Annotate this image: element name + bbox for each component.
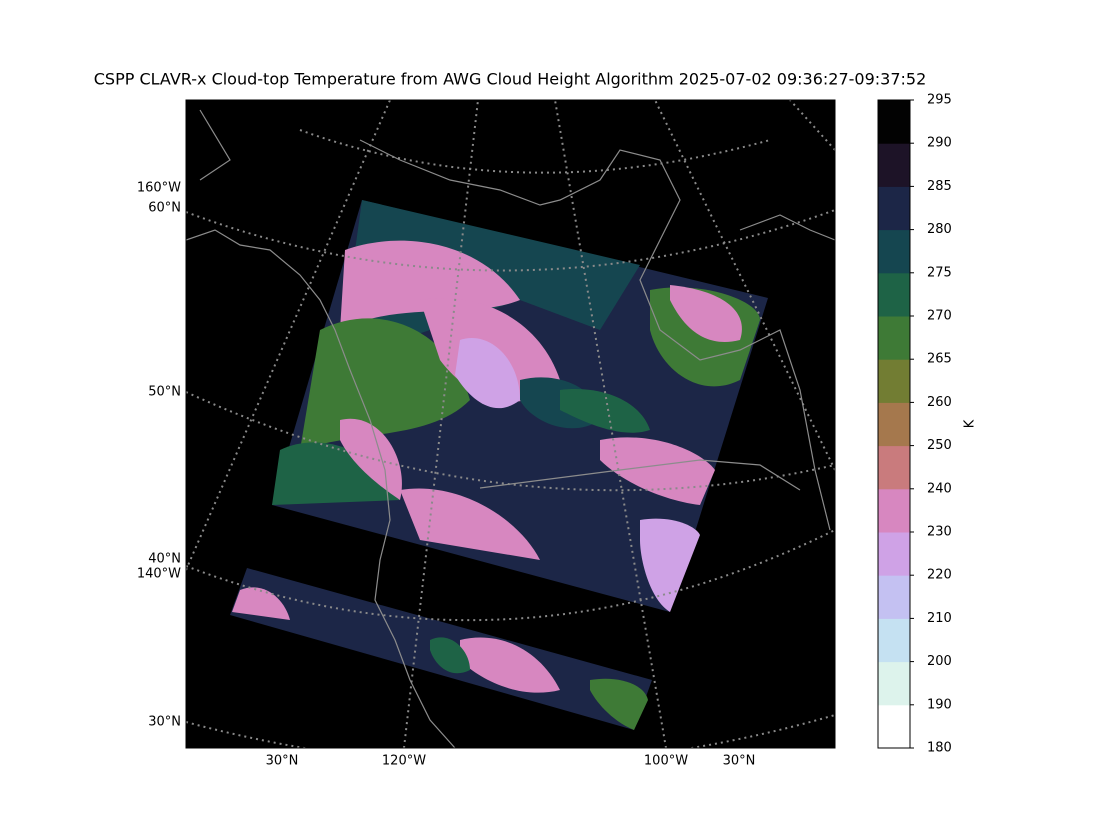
colorbar-tick-label: 250: [927, 438, 952, 453]
colorbar-tick-label: 230: [927, 525, 952, 540]
colorbar-segment: [878, 143, 910, 187]
map-label: 30°N: [148, 715, 181, 730]
map-label: 140°W: [137, 567, 181, 582]
colorbar-segment: [878, 532, 910, 576]
colorbar-segment: [878, 229, 910, 274]
graticule: [186, 100, 835, 748]
colorbar-segment: [878, 402, 910, 447]
colorbar: 180 190 200 210 220 230 240 250 260 265 270 275 280 2…: [877, 93, 978, 756]
colorbar-frame: [877, 99, 911, 749]
colorbar-tick-label: 180: [927, 741, 952, 756]
colorbar-segment: [878, 445, 910, 490]
colorbar-segment: [878, 186, 910, 231]
coastlines: [186, 109, 835, 748]
colorbar-tick-label: 260: [927, 395, 952, 410]
colorbar-tick-label: 295: [927, 93, 952, 108]
colorbar-tick-label: 200: [927, 654, 952, 669]
colorbar-tick-label: 190: [927, 697, 952, 712]
map-label: 120°W: [382, 754, 426, 769]
map-label: 40°N: [148, 552, 181, 567]
map-label: 160°W: [137, 181, 181, 196]
colorbar-tick-label: 265: [927, 352, 952, 367]
colorbar-tick-label: 275: [927, 265, 952, 280]
colorbar-tick-label: 285: [927, 179, 952, 194]
colorbar-segment: [878, 488, 910, 533]
colorbar-segment: [878, 704, 910, 749]
colorbar-tick-label: 210: [927, 611, 952, 626]
map-label: 100°W: [644, 754, 688, 769]
title: CSPP CLAVR-x Cloud-top Temperature from …: [94, 70, 927, 89]
colorbar-segment: [878, 100, 910, 144]
colorbar-segment: [878, 359, 910, 403]
colorbar-segment: [878, 575, 910, 619]
colorbar-tick-label: 240: [927, 481, 952, 496]
colorbar-segment: [878, 272, 910, 317]
map-label: 50°N: [148, 385, 181, 400]
colorbar-segment: [878, 316, 910, 360]
colorbar-segment: [878, 661, 910, 706]
swath: [230, 200, 768, 730]
map-frame: [185, 99, 836, 749]
colorbar-label: K: [963, 419, 978, 428]
map-label: 30°N: [723, 754, 756, 769]
colorbar-tick-label: 270: [927, 309, 952, 324]
map-label: 60°N: [148, 201, 181, 216]
colorbar-tick-label: 290: [927, 136, 952, 151]
colorbar-tick-label: 220: [927, 568, 952, 583]
colorbar-segment: [878, 618, 910, 663]
map-label: 30°N: [266, 754, 299, 769]
map: [186, 100, 835, 748]
colorbar-tick-label: 280: [927, 222, 952, 237]
